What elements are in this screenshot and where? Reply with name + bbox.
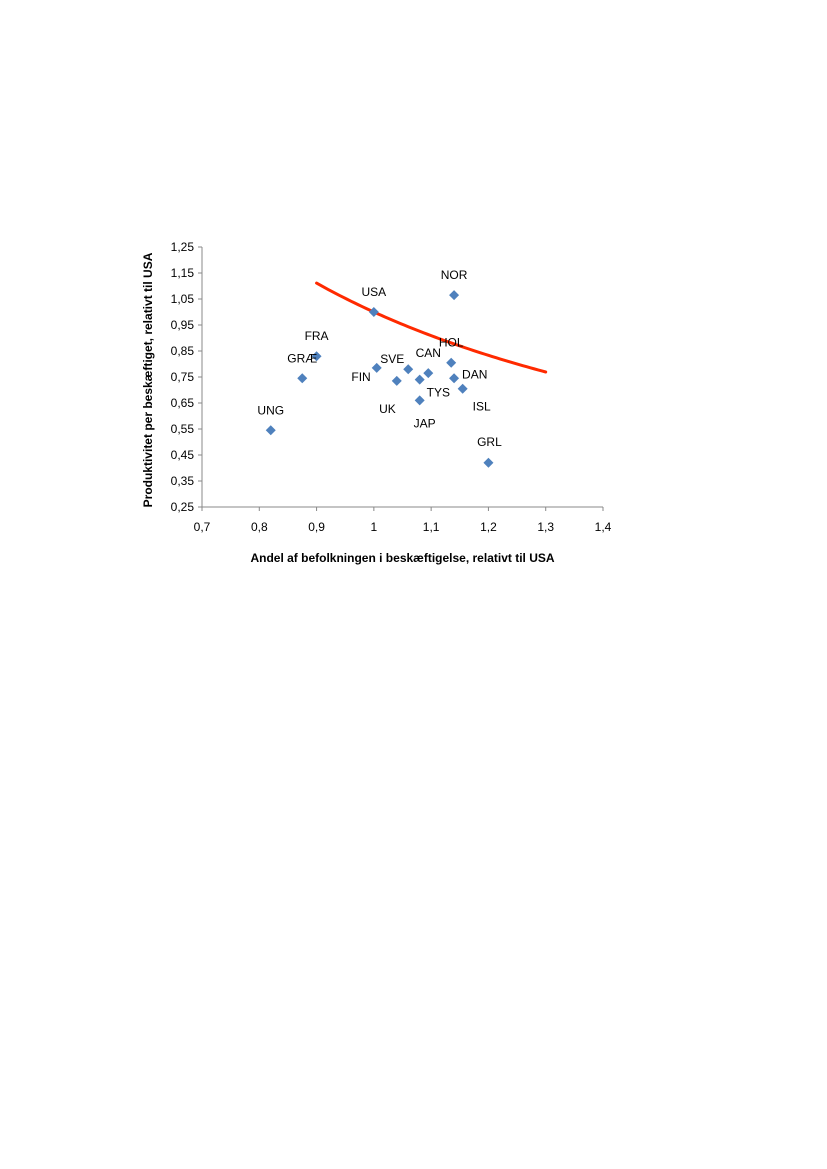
point-label-uk: UK bbox=[379, 402, 396, 416]
point-labels-layer: USA NOR FRA GRÆ UNG FIN SVE UK CAN TYS JAP HOL DAN IS… bbox=[257, 268, 502, 449]
point-label-ung: UNG bbox=[257, 403, 284, 417]
data-point-fin bbox=[371, 362, 382, 373]
curve-layer bbox=[315, 281, 548, 374]
data-point-tys bbox=[414, 374, 425, 385]
x-tick-label: 1,2 bbox=[480, 520, 497, 534]
data-point-hol bbox=[446, 357, 457, 368]
point-label-nor: NOR bbox=[441, 268, 468, 282]
x-axis-title: Andel af befolkningen i beskæftigelse, r… bbox=[250, 551, 554, 565]
chart-axes: 1,25 1,15 1,05 0,95 0,85 0,75 0,65 0,55 0,45 0,35… bbox=[171, 240, 612, 534]
points-layer bbox=[265, 290, 494, 468]
point-label-sve: SVE bbox=[380, 352, 404, 366]
x-tick-label: 1,3 bbox=[537, 520, 554, 534]
data-point-uk bbox=[391, 375, 402, 386]
y-tick-label: 1,15 bbox=[171, 266, 195, 280]
data-point-sve bbox=[403, 364, 414, 375]
point-label-usa: USA bbox=[362, 285, 387, 299]
point-label-isl: ISL bbox=[473, 400, 491, 414]
y-tick-label: 0,95 bbox=[171, 318, 195, 332]
data-point-ung bbox=[265, 425, 276, 436]
y-tick-label: 1,25 bbox=[171, 240, 195, 254]
data-point-isl bbox=[457, 383, 468, 394]
data-point-græ bbox=[297, 373, 308, 384]
point-label-dan: DAN bbox=[462, 367, 487, 381]
point-label-fra: FRA bbox=[305, 329, 329, 343]
point-label-can: CAN bbox=[416, 346, 441, 360]
x-tick-label: 1 bbox=[371, 520, 378, 534]
data-point-can bbox=[423, 368, 434, 379]
y-tick-label: 0,75 bbox=[171, 370, 195, 384]
y-tick-label: 0,45 bbox=[171, 448, 195, 462]
x-tick-label: 1,4 bbox=[595, 520, 612, 534]
data-point-usa bbox=[368, 307, 379, 317]
data-point-jap bbox=[414, 395, 425, 406]
data-point-nor bbox=[449, 290, 460, 301]
point-label-hol: HOL bbox=[439, 336, 464, 350]
y-tick-label: 1,05 bbox=[171, 292, 195, 306]
data-point-grl bbox=[483, 457, 494, 468]
y-tick-label: 0,55 bbox=[171, 422, 195, 436]
point-label-fin: FIN bbox=[351, 370, 370, 384]
point-label-jap: JAP bbox=[414, 416, 436, 430]
x-tick-label: 0,9 bbox=[308, 520, 325, 534]
point-label-græ: GRÆ bbox=[287, 351, 317, 365]
x-tick-label: 0,7 bbox=[194, 520, 211, 534]
point-label-tys: TYS bbox=[427, 386, 450, 400]
y-tick-label: 0,85 bbox=[171, 344, 195, 358]
y-tick-label: 0,35 bbox=[171, 474, 195, 488]
data-point-dan bbox=[449, 373, 460, 384]
y-tick-label: 0,65 bbox=[171, 396, 195, 410]
x-tick-label: 0,8 bbox=[251, 520, 268, 534]
curve-line bbox=[315, 281, 548, 374]
x-tick-label: 1,1 bbox=[423, 520, 440, 534]
y-tick-label: 0,25 bbox=[171, 500, 195, 514]
data-point-fra bbox=[311, 351, 322, 362]
point-label-grl: GRL bbox=[477, 435, 502, 449]
y-axis-title: Produktivitet per beskæftiget, relativt … bbox=[141, 252, 155, 507]
